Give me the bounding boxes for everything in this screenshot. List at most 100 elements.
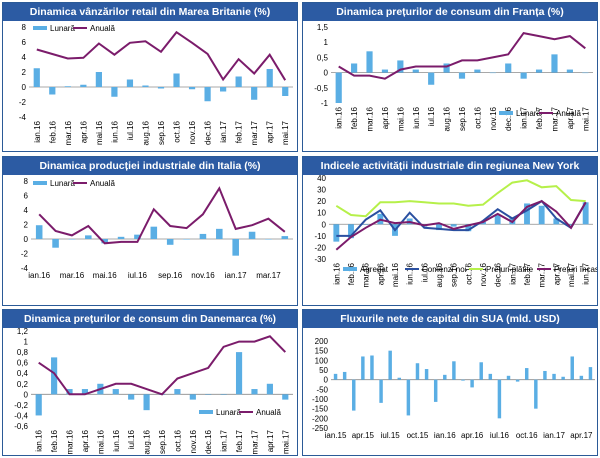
bar-Lunară (95, 72, 102, 87)
y-tick-label: -2 (21, 250, 29, 259)
bar-Agregat (524, 203, 530, 225)
bar-Lunară (412, 69, 419, 73)
x-tick-label: mai.16 (391, 262, 400, 287)
bar-Agregat (436, 224, 442, 231)
x-tick-label: iul.16 (128, 271, 148, 280)
legend-label: Comenzi noi (422, 265, 467, 274)
y-tick-label: -0,4 (14, 411, 28, 420)
chart-title: Indicele activității industriale din reg… (303, 157, 597, 175)
line-Prețuri încasate (335, 199, 587, 251)
legend-swatch (343, 267, 357, 271)
chart-title: Dinamica vânzărilor retail din Marea Bri… (3, 3, 297, 21)
legend-label: Lunară (216, 408, 241, 417)
bar-Lunară (52, 239, 59, 248)
bar-Fluxuri nete (388, 350, 392, 380)
y-tick-label: 1 (324, 38, 329, 47)
bar-Lunară (35, 394, 42, 416)
y-tick-label: 50 (319, 366, 328, 375)
legend-label: Anuală (556, 109, 581, 118)
y-tick-label: 8 (22, 23, 27, 32)
x-tick-label: iun.16 (110, 120, 119, 142)
x-tick-label: ian.17 (508, 262, 517, 284)
chart-uk-retail: -4 -2 0 2 4 6 8 ian.16 feb.16 mar.16 apr.16 mai.16 i… (19, 23, 293, 145)
x-tick-label: ian.16 (28, 271, 50, 280)
y-tick-label: 20 (317, 197, 326, 206)
x-tick-label: iun.16 (406, 262, 415, 284)
chart-denmark-cpi: -0,6 -0,4-0,2 00,2 0,40,6 0,81 1,2 ian.16 feb.1… (14, 328, 293, 454)
x-tick-label: ian.17 (219, 120, 228, 142)
bar-Agregat (553, 218, 560, 225)
chart-title: Fluxurile nete de capital din SUA (mld. … (303, 310, 597, 328)
bar-Fluxuri nete (361, 356, 365, 380)
x-tick-label: iul.16 (420, 262, 429, 282)
y-tick-label: -20 (314, 243, 326, 252)
x-tick-label: sep.16 (157, 120, 166, 145)
bar-Agregat (538, 205, 545, 225)
bar-Agregat (362, 224, 369, 225)
x-tick-label: aug.16 (143, 429, 152, 454)
bar-Lunară (220, 394, 227, 395)
x-tick-label: mai.16 (96, 429, 105, 454)
bar-Fluxuri nete (370, 355, 374, 380)
bar-Lunară (173, 73, 180, 87)
bar-Fluxuri nete (561, 376, 565, 380)
chart-panel-italy-industry: Dinamica producției industriale din Ital… (2, 156, 298, 306)
bar-Lunară (112, 389, 119, 395)
y-tick-label: -250 (312, 424, 329, 433)
x-tick-label: mar.17 (256, 271, 281, 280)
x-tick-label: feb.16 (48, 120, 57, 143)
bar-Lunară (142, 85, 149, 87)
y-tick-label: 100 (315, 356, 329, 365)
x-tick-label: apr.16 (79, 120, 88, 143)
x-tick-label: iun.16 (112, 429, 121, 451)
x-tick-label: iul.15 (381, 431, 401, 440)
bar-Agregat (480, 221, 486, 225)
x-tick-label: apr.15 (352, 431, 375, 440)
x-tick-label: sep.16 (158, 429, 167, 454)
bar-Lunară (64, 86, 71, 87)
y-tick-label: 0,6 (17, 359, 29, 368)
x-tick-label: nov.16 (479, 262, 488, 286)
bar-Lunară (251, 389, 258, 395)
y-tick-label: 4 (24, 206, 29, 215)
y-tick-label: 0,5 (317, 53, 329, 62)
y-tick-label: 40 (317, 175, 326, 183)
bar-Lunară (81, 389, 89, 395)
legend-label: Anuală (90, 24, 115, 33)
bar-Fluxuri nete (443, 374, 447, 380)
x-tick-label: apr.17 (570, 431, 593, 440)
y-tick-label: 0,2 (17, 380, 29, 389)
chart-title: Dinamica prețurilor de consum din Danema… (3, 310, 297, 328)
bar-Fluxuri nete (433, 379, 438, 402)
bar-Lunară (189, 394, 196, 400)
bar-Lunară (117, 236, 125, 239)
bar-Fluxuri nete (570, 356, 574, 380)
x-tick-label: oct.16 (473, 106, 482, 128)
bar-Agregat (348, 224, 354, 239)
y-tick-label: 1,2 (17, 328, 29, 336)
bar-Lunară (428, 72, 435, 85)
x-tick-label: mai.16 (93, 271, 118, 280)
y-tick-label: 1,5 (317, 23, 329, 32)
y-tick-label: 0 (24, 390, 29, 399)
bar-Fluxuri nete (579, 375, 584, 380)
bar-Lunară (381, 69, 389, 73)
legend-label: Agregat (360, 265, 389, 274)
x-tick-label: aug.16 (435, 262, 444, 287)
bar-Lunară (266, 383, 273, 395)
y-tick-label: -30 (314, 255, 326, 264)
y-tick-label: -4 (21, 264, 29, 273)
x-tick-label: ian.17 (520, 106, 529, 128)
bar-Fluxuri nete (479, 362, 483, 380)
x-tick-label: mar.16 (64, 120, 73, 145)
y-tick-label: 0 (324, 376, 329, 385)
x-tick-label: sep.16 (450, 262, 459, 287)
x-tick-label: apr.17 (266, 429, 275, 452)
legend-label: Anuală (256, 408, 281, 417)
x-tick-label: ian.16 (35, 429, 44, 451)
bar-Lunară (235, 352, 243, 395)
bar-Fluxuri nete (406, 379, 411, 416)
y-tick-label: 8 (24, 177, 29, 186)
bar-Fluxuri nete (470, 379, 474, 388)
y-tick-label: -0,2 (14, 401, 28, 410)
